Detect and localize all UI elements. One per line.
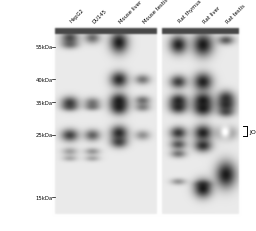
- Text: 55kDa: 55kDa: [35, 45, 52, 50]
- Text: DU145: DU145: [92, 8, 108, 24]
- Text: 15kDa: 15kDa: [35, 195, 52, 200]
- Text: HepG2: HepG2: [69, 8, 86, 24]
- Text: Rat testis: Rat testis: [226, 3, 247, 24]
- Text: Rat thymus: Rat thymus: [178, 0, 203, 24]
- Text: 40kDa: 40kDa: [35, 77, 52, 82]
- Text: 35kDa: 35kDa: [36, 100, 52, 105]
- Text: 25kDa: 25kDa: [35, 133, 52, 138]
- Text: JOSD1: JOSD1: [249, 129, 256, 134]
- Text: Mouse testis: Mouse testis: [142, 0, 169, 24]
- Text: Mouse liver: Mouse liver: [119, 0, 143, 24]
- Text: Rat liver: Rat liver: [202, 5, 222, 24]
